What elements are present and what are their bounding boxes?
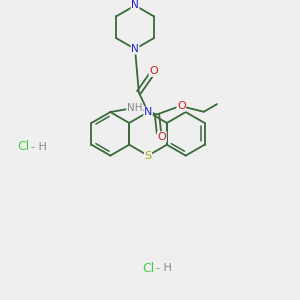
Text: Cl: Cl <box>17 140 29 153</box>
Text: Cl: Cl <box>142 262 154 275</box>
Text: NH: NH <box>127 103 142 113</box>
Text: S: S <box>145 151 152 160</box>
Text: O: O <box>177 101 186 111</box>
Text: - H: - H <box>156 263 172 273</box>
Text: O: O <box>149 66 158 76</box>
Text: N: N <box>131 1 139 10</box>
Text: - H: - H <box>31 142 47 152</box>
Text: N: N <box>144 107 152 117</box>
Text: O: O <box>158 132 166 142</box>
Text: N: N <box>131 44 139 54</box>
